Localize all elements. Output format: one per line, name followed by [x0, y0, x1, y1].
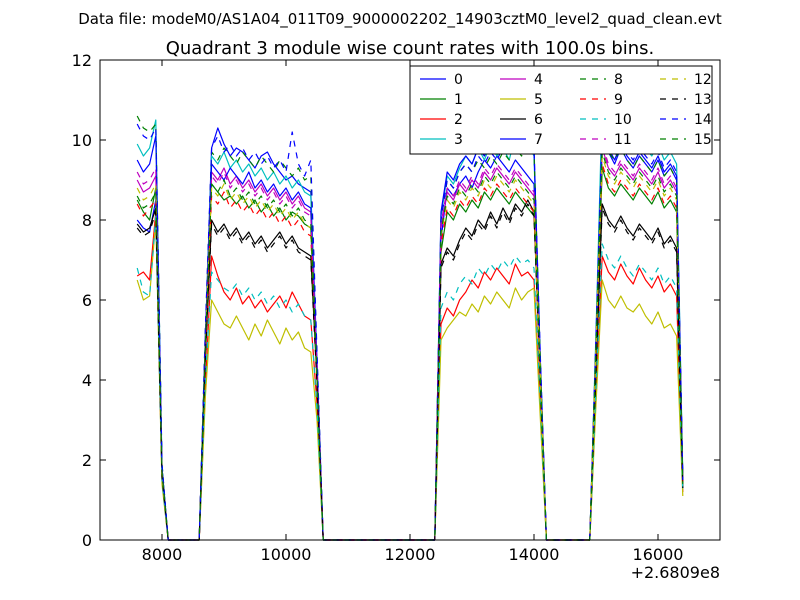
legend-label-3: 3	[454, 132, 463, 148]
legend-label-0: 0	[454, 72, 463, 88]
series-line-15	[136, 151, 684, 541]
series-line-2	[136, 211, 684, 541]
figure-suptitle: Data file: modeM0/AS1A04_011T09_90000022…	[78, 10, 722, 29]
legend-label-5: 5	[534, 92, 543, 108]
y-tick-label: 12	[72, 51, 92, 70]
legend-label-1: 1	[454, 92, 463, 108]
series-line-13	[136, 203, 684, 541]
y-tick-label: 4	[82, 371, 92, 390]
legend-label-7: 7	[534, 132, 543, 148]
y-tick-label: 2	[82, 451, 92, 470]
legend-label-9: 9	[614, 92, 623, 108]
series-line-9	[136, 163, 684, 541]
legend-label-11: 11	[614, 132, 632, 148]
legend-label-10: 10	[614, 112, 632, 128]
series-line-12	[136, 155, 684, 541]
series-layer	[136, 103, 684, 541]
legend-label-15: 15	[694, 132, 712, 148]
y-tick-label: 8	[82, 211, 92, 230]
legend-label-4: 4	[534, 72, 543, 88]
x-axis-offset-label: +2.6809e8	[631, 563, 720, 582]
x-tick-label: 14000	[509, 545, 560, 564]
x-tick-label: 16000	[633, 545, 684, 564]
legend-label-2: 2	[454, 112, 463, 128]
legend-label-12: 12	[694, 72, 712, 88]
x-tick-label: 12000	[385, 545, 436, 564]
y-tick-label: 0	[82, 531, 92, 550]
series-line-14	[136, 123, 684, 541]
series-line-10	[136, 215, 684, 541]
legend-label-6: 6	[534, 112, 543, 128]
chart-title: Quadrant 3 module wise count rates with …	[166, 38, 655, 59]
legend-label-14: 14	[694, 112, 712, 128]
legend-label-8: 8	[614, 72, 623, 88]
x-tick-label: 8000	[142, 545, 183, 564]
x-tick-label: 10000	[261, 545, 312, 564]
y-tick-label: 6	[82, 291, 92, 310]
legend-label-13: 13	[694, 92, 712, 108]
y-tick-label: 10	[72, 131, 92, 150]
